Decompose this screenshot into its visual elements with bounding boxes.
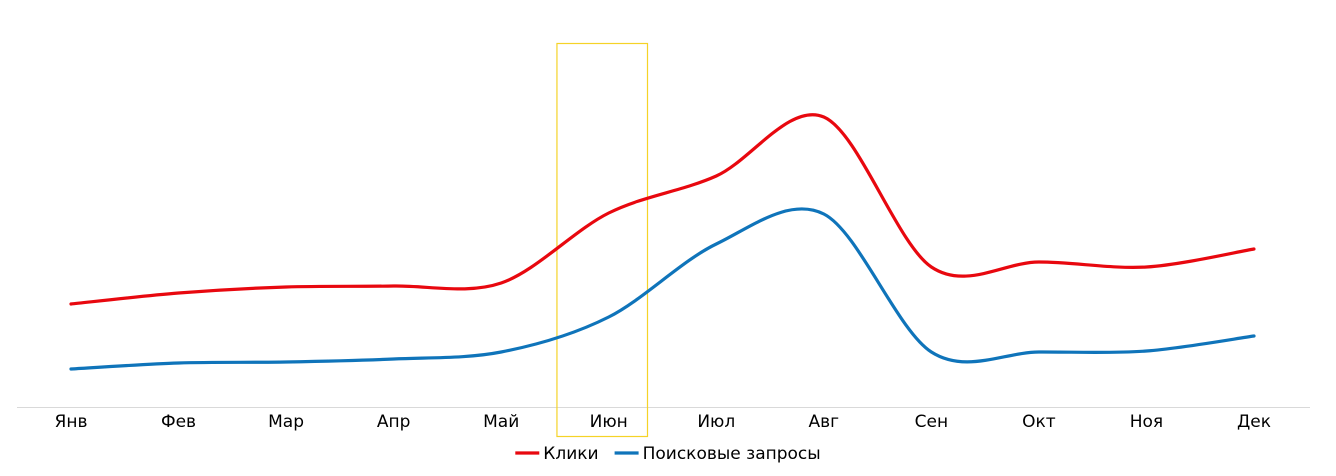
highlight-box-Июн bbox=[556, 42, 649, 438]
legend-label: Поисковые запросы bbox=[643, 444, 821, 464]
x-tick-label: Мар bbox=[268, 412, 304, 432]
x-tick-label: Окт bbox=[1022, 412, 1056, 432]
x-tick-label: Фев bbox=[161, 412, 196, 432]
x-tick-label: Дек bbox=[1237, 412, 1271, 432]
legend: Клики Поисковые запросы bbox=[515, 444, 821, 464]
x-tick-label: Сен bbox=[915, 412, 948, 432]
legend-item-1: Клики bbox=[515, 444, 599, 464]
x-tick-label: Май bbox=[483, 412, 519, 432]
x-tick-label: Авг bbox=[809, 412, 840, 432]
series-line-1 bbox=[69, 113, 1256, 306]
legend-item-2: Поисковые запросы bbox=[614, 444, 821, 464]
x-tick-label: Июн bbox=[590, 412, 628, 432]
series-line-2 bbox=[69, 207, 1256, 371]
x-tick-labels: Янв Фев Мар Апр Май Июн Июл Авг Сен Окт Ноя Дек bbox=[55, 412, 1271, 432]
x-tick-label: Апр bbox=[377, 412, 411, 432]
legend-label: Клики bbox=[543, 444, 598, 464]
highlight-layer bbox=[556, 42, 649, 438]
series-layer bbox=[69, 113, 1256, 371]
x-tick-label: Янв bbox=[55, 412, 88, 432]
x-tick-label: Ноя bbox=[1130, 412, 1163, 432]
x-tick-label: Июл bbox=[697, 412, 735, 432]
